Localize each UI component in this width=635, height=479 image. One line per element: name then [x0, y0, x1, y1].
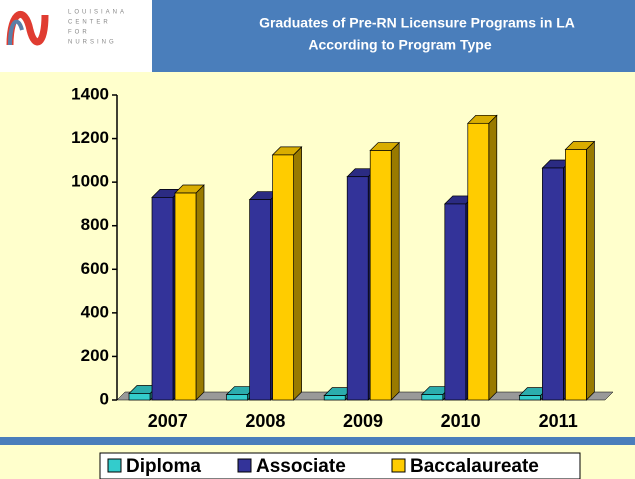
legend-label: Associate	[256, 456, 346, 477]
bar	[272, 154, 294, 401]
logo-text: CENTER	[68, 20, 111, 26]
logo-text: FOR	[68, 30, 90, 36]
bar	[323, 395, 346, 401]
bar-side	[488, 114, 498, 401]
title-banner	[152, 0, 635, 72]
bar	[151, 197, 174, 401]
bar	[519, 395, 541, 401]
legend-label: Baccalaureate	[410, 456, 539, 477]
bar	[467, 122, 490, 401]
logo-mark	[8, 19, 24, 46]
y-tick-label: 400	[81, 302, 109, 321]
y-tick-label: 0	[100, 389, 109, 408]
bar	[565, 149, 587, 401]
x-tick-label: 2009	[343, 411, 383, 431]
bar-side	[390, 141, 400, 401]
bar-side	[586, 140, 595, 401]
divider	[0, 437, 635, 445]
chart-title: Graduates of Pre-RN Licensure Programs i…	[259, 15, 575, 31]
bar	[226, 394, 248, 401]
bar	[174, 192, 197, 401]
bar-side	[195, 184, 205, 401]
y-tick-label: 600	[81, 259, 109, 278]
y-tick-label: 1000	[71, 172, 109, 191]
bar	[249, 199, 271, 401]
y-tick-label: 1400	[71, 84, 109, 103]
bar	[128, 393, 151, 401]
x-tick-label: 2008	[245, 411, 285, 431]
legend-label: Diploma	[126, 456, 201, 477]
logo-area	[0, 0, 152, 72]
bar	[421, 394, 444, 401]
y-tick-label: 1200	[71, 128, 109, 147]
bar-side	[293, 146, 302, 401]
legend-box	[99, 452, 581, 479]
legend-swatch	[237, 458, 252, 473]
bar	[444, 203, 467, 401]
logo-text: NURSING	[68, 40, 117, 46]
bar	[542, 167, 564, 401]
x-tick-label: 2007	[148, 411, 188, 431]
bar	[346, 176, 369, 401]
x-tick-label: 2010	[441, 411, 481, 431]
legend-swatch	[391, 458, 406, 473]
x-tick-label: 2011	[539, 411, 578, 431]
chart-title: According to Program Type	[308, 37, 492, 53]
bar	[369, 150, 392, 401]
logo-text: LOUISIANA	[68, 10, 127, 16]
y-tick-label: 800	[81, 215, 109, 234]
y-tick-label: 200	[81, 346, 109, 365]
legend-swatch	[107, 458, 122, 473]
